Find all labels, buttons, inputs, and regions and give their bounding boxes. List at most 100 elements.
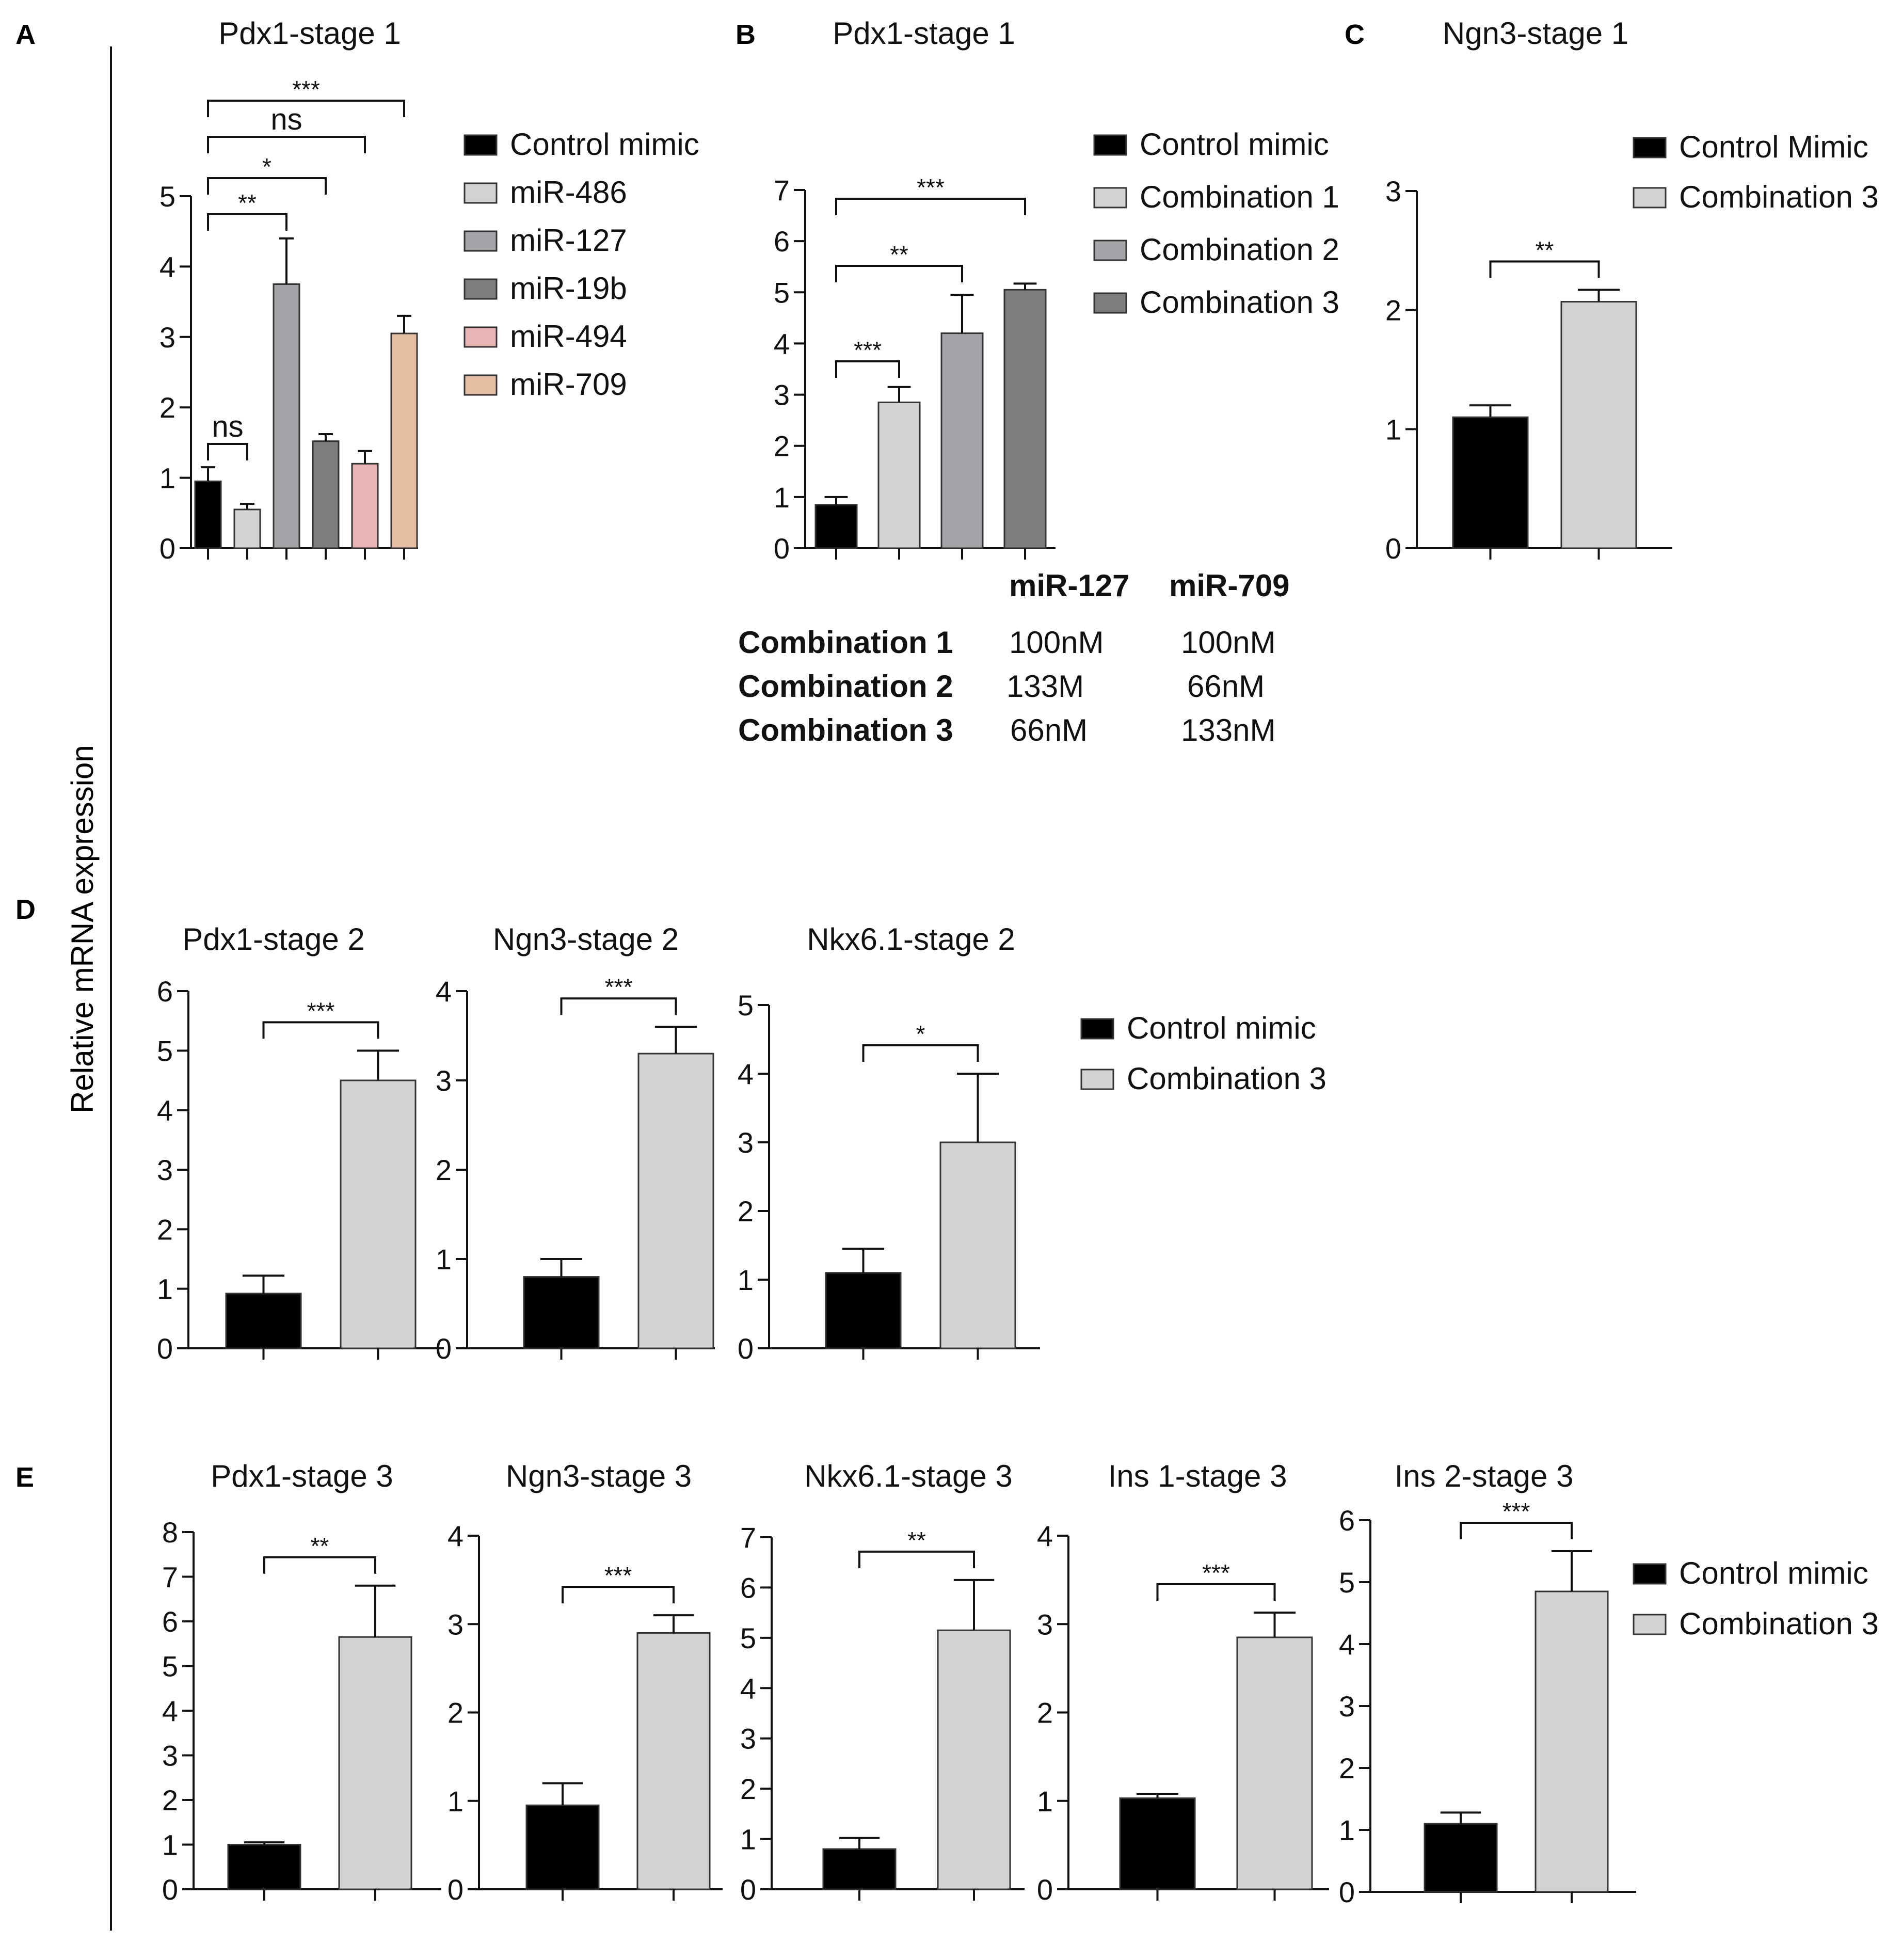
significance-bracket — [835, 265, 963, 282]
bar — [877, 401, 921, 549]
y-tick-label: 2 — [447, 1697, 463, 1729]
legend-swatch — [1633, 187, 1667, 209]
bar — [233, 508, 261, 549]
bar — [1236, 1636, 1313, 1890]
significance-bracket — [560, 997, 677, 1015]
chart-title: Ins 1-stage 3 — [1108, 1459, 1287, 1493]
legend-label: Control mimic — [510, 127, 699, 162]
bar — [1452, 416, 1529, 549]
y-tick-label: 0 — [740, 1873, 756, 1906]
y-tick-label: 3 — [162, 1740, 178, 1772]
y-tick-label: 2 — [738, 1195, 754, 1228]
y-tick-label: 2 — [159, 391, 175, 424]
y-tick-label: 0 — [774, 532, 790, 565]
significance-bracket — [1460, 1522, 1573, 1539]
y-tick-label: 3 — [774, 379, 790, 411]
table-row-label: Combination 3 — [738, 713, 953, 747]
significance-label: *** — [307, 997, 335, 1024]
y-tick-label: 1 — [447, 1785, 463, 1818]
y-tick-label: 2 — [1037, 1697, 1053, 1729]
table-row-label: Combination 2 — [738, 669, 953, 704]
table-row-label: Combination 1 — [738, 625, 953, 660]
y-tick-label: 2 — [436, 1154, 452, 1186]
bar — [312, 440, 340, 549]
chart-title: Ins 2-stage 3 — [1395, 1459, 1574, 1493]
significance-bracket — [263, 1556, 376, 1574]
bar — [340, 1079, 417, 1349]
significance-label: *** — [854, 337, 882, 363]
y-tick-label: 3 — [1385, 175, 1401, 208]
significance-bracket — [835, 360, 900, 378]
y-tick-label: 2 — [774, 430, 790, 463]
legend-label: miR-127 — [510, 223, 627, 258]
bar — [523, 1276, 600, 1349]
bar — [338, 1636, 412, 1890]
y-tick-label: 1 — [774, 481, 790, 514]
bar — [273, 283, 300, 549]
legend-label: Combination 2 — [1140, 232, 1339, 267]
table-cell-mir127: 133M — [1006, 669, 1084, 704]
chart-d2: Ngn3-stage 2 0 1 2 3 4 *** — [436, 922, 715, 1365]
significance-bracket — [1489, 260, 1600, 278]
significance-label: *** — [292, 76, 320, 103]
y-tick-label: 0 — [447, 1873, 463, 1906]
y-tick-label: 3 — [1037, 1608, 1053, 1640]
table-cell-mir709: 100nM — [1181, 625, 1276, 660]
chart-c: Ngn3-stage 1 0 1 2 3 ** Control Mimic Combinati… — [1385, 16, 1879, 565]
y-tick-label: 2 — [157, 1213, 173, 1246]
panel-letter-e: E — [15, 1462, 34, 1493]
bar — [937, 1629, 1011, 1890]
y-tick-label: 2 — [740, 1773, 756, 1805]
legend-swatch — [1633, 137, 1667, 158]
y-tick-label: 4 — [740, 1672, 756, 1704]
bar — [1535, 1590, 1609, 1893]
table-cell-mir709: 66nM — [1187, 669, 1265, 704]
bar — [194, 480, 222, 549]
y-tick-label: 3 — [436, 1064, 452, 1097]
legend-label: Control mimic — [1140, 127, 1329, 162]
significance-label: *** — [605, 974, 633, 1000]
bar — [390, 332, 418, 549]
y-tick-label: 1 — [159, 462, 175, 495]
bar — [351, 463, 379, 549]
chart-title: Pdx1-stage 3 — [211, 1459, 393, 1493]
y-tick-label: 5 — [162, 1650, 178, 1683]
table-header-mir127: miR-127 — [1009, 568, 1130, 603]
y-tick-label: 5 — [159, 180, 175, 213]
legend-label: Combination 3 — [1127, 1061, 1326, 1096]
panel-letter-b: B — [736, 19, 756, 50]
y-tick-label: 0 — [738, 1332, 754, 1365]
significance-label: *** — [604, 1562, 632, 1589]
significance-bracket — [858, 1550, 975, 1568]
legend-swatch — [1093, 240, 1127, 261]
chart-title: Ngn3-stage 2 — [493, 922, 679, 957]
significance-bracket — [207, 213, 287, 231]
panel-letter-d: D — [15, 894, 36, 925]
significance-label: ** — [907, 1527, 926, 1554]
chart-e4: Ins 1-stage 3 0 1 2 3 4 *** — [1037, 1459, 1329, 1906]
significance-label: *** — [917, 174, 945, 201]
chart-title: Pdx1-stage 1 — [833, 16, 1015, 51]
legend-swatch — [463, 278, 498, 300]
y-tick-label: 1 — [162, 1829, 178, 1861]
y-tick-label: 7 — [162, 1561, 178, 1594]
significance-label: *** — [1202, 1559, 1230, 1586]
chart-d1: Pdx1-stage 2 0 1 2 3 4 5 6 *** — [157, 922, 444, 1365]
y-tick-label: 5 — [740, 1622, 756, 1654]
y-tick-label: 0 — [1037, 1873, 1053, 1906]
y-tick-label: 1 — [1385, 413, 1401, 445]
significance-bracket — [835, 198, 1026, 215]
significance-bracket — [207, 100, 405, 117]
significance-bracket — [207, 177, 327, 195]
y-tick-label: 3 — [1339, 1690, 1355, 1723]
legend-swatch — [1080, 1069, 1114, 1090]
legend-label: Control mimic — [1679, 1556, 1868, 1590]
bar — [1424, 1823, 1498, 1893]
legend-swatch — [1093, 187, 1127, 209]
significance-label: * — [262, 153, 271, 180]
legend-swatch — [1093, 292, 1127, 314]
legend-label: Control Mimic — [1679, 130, 1868, 164]
legend-swatch — [463, 134, 498, 156]
